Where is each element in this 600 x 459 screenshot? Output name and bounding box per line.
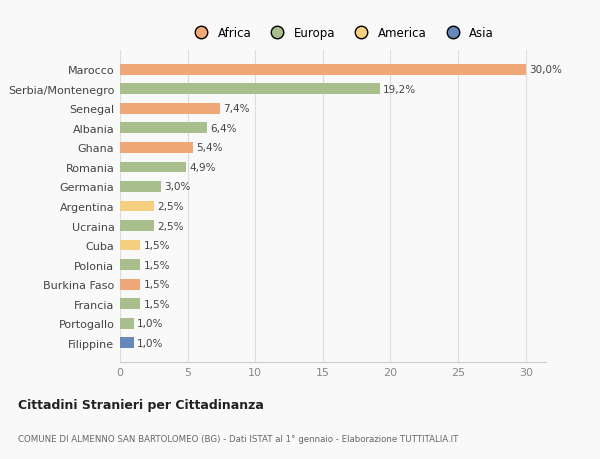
Text: COMUNE DI ALMENNO SAN BARTOLOMEO (BG) - Dati ISTAT al 1° gennaio - Elaborazione : COMUNE DI ALMENNO SAN BARTOLOMEO (BG) - … xyxy=(18,434,458,442)
Text: 7,4%: 7,4% xyxy=(223,104,250,114)
Text: 5,4%: 5,4% xyxy=(196,143,223,153)
Text: 19,2%: 19,2% xyxy=(383,84,416,95)
Bar xyxy=(120,65,526,75)
Text: 1,5%: 1,5% xyxy=(143,299,170,309)
Bar xyxy=(120,299,140,309)
Bar xyxy=(120,221,154,231)
Text: Cittadini Stranieri per Cittadinanza: Cittadini Stranieri per Cittadinanza xyxy=(18,398,264,412)
Bar xyxy=(120,143,193,153)
Bar xyxy=(120,182,161,192)
Bar xyxy=(120,84,380,95)
Bar xyxy=(120,279,140,290)
Text: 2,5%: 2,5% xyxy=(157,202,184,212)
Text: 1,0%: 1,0% xyxy=(137,338,163,348)
Text: 6,4%: 6,4% xyxy=(210,123,236,134)
Bar xyxy=(120,162,186,173)
Text: 1,5%: 1,5% xyxy=(143,241,170,251)
Text: 3,0%: 3,0% xyxy=(164,182,190,192)
Text: 1,5%: 1,5% xyxy=(143,260,170,270)
Bar xyxy=(120,318,134,329)
Bar xyxy=(120,123,206,134)
Bar xyxy=(120,240,140,251)
Text: 30,0%: 30,0% xyxy=(529,65,562,75)
Legend: Africa, Europa, America, Asia: Africa, Europa, America, Asia xyxy=(189,27,494,39)
Text: 2,5%: 2,5% xyxy=(157,221,184,231)
Text: 1,5%: 1,5% xyxy=(143,280,170,290)
Bar xyxy=(120,201,154,212)
Text: 1,0%: 1,0% xyxy=(137,319,163,329)
Text: 4,9%: 4,9% xyxy=(190,162,216,173)
Bar xyxy=(120,260,140,270)
Bar xyxy=(120,104,220,114)
Bar xyxy=(120,338,134,348)
